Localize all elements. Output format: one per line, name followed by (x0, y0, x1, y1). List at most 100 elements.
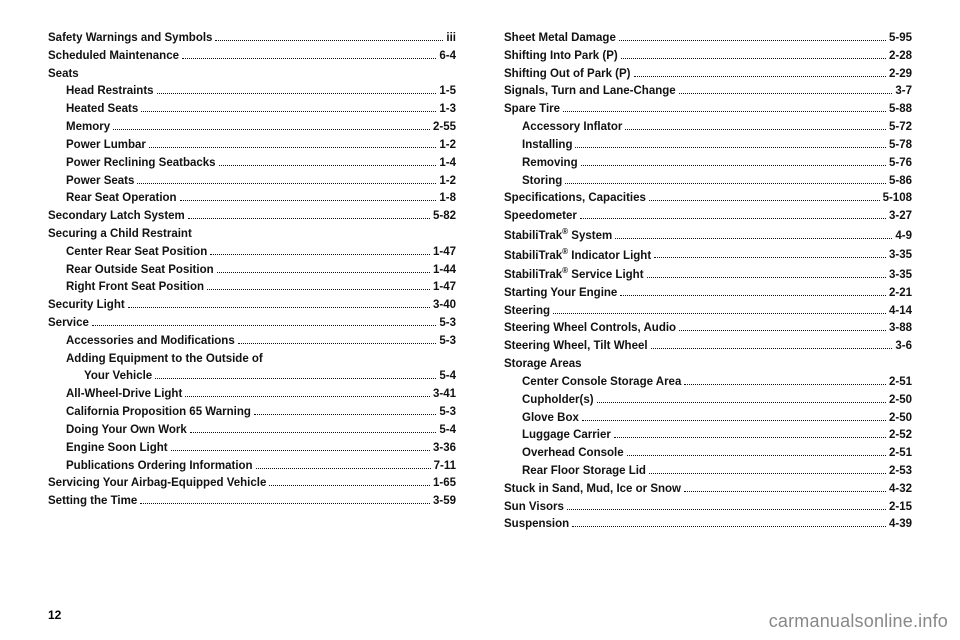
index-row: Memory2-55 (48, 119, 456, 137)
index-page-ref: 2-28 (889, 48, 912, 66)
leader-dots (185, 396, 430, 397)
leader-dots (582, 420, 886, 421)
index-label: Your Vehicle (84, 368, 152, 386)
index-label: Steering Wheel, Tilt Wheel (504, 338, 648, 356)
index-page-ref: 2-51 (889, 374, 912, 392)
index-row: Setting the Time3-59 (48, 493, 456, 511)
index-page-ref: 3-6 (895, 338, 912, 356)
leader-dots (627, 455, 886, 456)
index-page-ref: iii (446, 30, 456, 48)
index-label: Specifications, Capacities (504, 190, 646, 208)
leader-dots (155, 378, 436, 379)
index-page-ref: 1-2 (439, 137, 456, 155)
index-row: Overhead Console 2-51 (504, 445, 912, 463)
index-label: Overhead Console (522, 445, 624, 463)
index-page-ref: 5-86 (889, 173, 912, 191)
index-label: Speedometer (504, 208, 577, 226)
leader-dots (654, 257, 886, 258)
index-row: Publications Ordering Information7-11 (48, 458, 456, 476)
leader-dots (256, 468, 431, 469)
index-page-ref: 2-15 (889, 499, 912, 517)
index-page-ref: 2-53 (889, 463, 912, 481)
index-label: Rear Floor Storage Lid (522, 463, 646, 481)
leader-dots (614, 437, 886, 438)
index-row: Scheduled Maintenance6-4 (48, 48, 456, 66)
leader-dots (575, 147, 885, 148)
index-row: Sheet Metal Damage5-95 (504, 30, 912, 48)
index-row: Stuck in Sand, Mud, Ice or Snow 4-32 (504, 481, 912, 499)
leader-dots (180, 200, 437, 201)
leader-dots (684, 491, 886, 492)
index-page-ref: 1-2 (439, 173, 456, 191)
index-label: Rear Outside Seat Position (66, 262, 214, 280)
index-label: StabiliTrak® System (504, 226, 612, 246)
index-label: Securing a Child Restraint (48, 226, 192, 244)
index-page-ref: 3-36 (433, 440, 456, 458)
index-page-ref: 5-72 (889, 119, 912, 137)
index-row: California Proposition 65 Warning5-3 (48, 404, 456, 422)
leader-dots (190, 432, 437, 433)
leader-dots (141, 111, 436, 112)
index-row: Accessories and Modifications5-3 (48, 333, 456, 351)
index-row: All-Wheel-Drive Light3-41 (48, 386, 456, 404)
index-page-ref: 1-47 (433, 279, 456, 297)
index-row: Installing5-78 (504, 137, 912, 155)
leader-dots (649, 473, 886, 474)
index-page-ref: 1-5 (439, 83, 456, 101)
index-label: Starting Your Engine (504, 285, 617, 303)
leader-dots (113, 129, 430, 130)
leader-dots (634, 76, 886, 77)
index-page-ref: 2-55 (433, 119, 456, 137)
index-row: Cupholder(s) 2-50 (504, 392, 912, 410)
index-page-ref: 4-9 (895, 228, 912, 246)
index-page-ref: 5-88 (889, 101, 912, 119)
index-page-ref: 5-82 (433, 208, 456, 226)
index-label: Removing (522, 155, 578, 173)
index-label: Adding Equipment to the Outside of (66, 351, 263, 369)
index-row: Service5-3 (48, 315, 456, 333)
index-row: Safety Warnings and Symbolsiii (48, 30, 456, 48)
index-page-ref: 4-32 (889, 481, 912, 499)
index-row: Rear Seat Operation1-8 (48, 190, 456, 208)
index-page-ref: 2-52 (889, 427, 912, 445)
index-page-ref: 5-78 (889, 137, 912, 155)
index-row: Specifications, Capacities5-108 (504, 190, 912, 208)
leader-dots (238, 343, 437, 344)
right-column: Sheet Metal Damage5-95Shifting Into Park… (504, 30, 912, 534)
index-row: Rear Floor Storage Lid 2-53 (504, 463, 912, 481)
index-page-ref: 2-51 (889, 445, 912, 463)
index-page-ref: 2-50 (889, 392, 912, 410)
index-row: Center Rear Seat Position1-47 (48, 244, 456, 262)
index-label: Accessories and Modifications (66, 333, 235, 351)
leader-dots (254, 414, 437, 415)
leader-dots (572, 526, 886, 527)
index-row: Engine Soon Light3-36 (48, 440, 456, 458)
index-row: Head Restraints1-5 (48, 83, 456, 101)
index-page-ref: 3-27 (889, 208, 912, 226)
leader-dots (615, 238, 892, 239)
index-page-ref: 1-4 (439, 155, 456, 173)
index-label: Cupholder(s) (522, 392, 594, 410)
index-label: Spare Tire (504, 101, 560, 119)
index-row: Storage Areas (504, 356, 912, 374)
index-label: Stuck in Sand, Mud, Ice or Snow (504, 481, 681, 499)
index-label: Sun Visors (504, 499, 564, 517)
index-label: Accessory Inflator (522, 119, 622, 137)
index-row: StabiliTrak® Service Light3-35 (504, 265, 912, 285)
index-label: StabiliTrak® Indicator Light (504, 246, 651, 266)
index-page-ref: 4-14 (889, 303, 912, 321)
index-label: Center Console Storage Area (522, 374, 681, 392)
leader-dots (563, 111, 886, 112)
leader-dots (210, 254, 430, 255)
leader-dots (128, 307, 430, 308)
index-label: Service (48, 315, 89, 333)
index-label: Storing (522, 173, 562, 191)
leader-dots (651, 348, 893, 349)
leader-dots (182, 58, 436, 59)
index-label: Heated Seats (66, 101, 138, 119)
leader-dots (679, 330, 886, 331)
index-row: Accessory Inflator 5-72 (504, 119, 912, 137)
index-row: Luggage Carrier2-52 (504, 427, 912, 445)
leader-dots (207, 289, 430, 290)
index-page-ref: 5-4 (439, 422, 456, 440)
